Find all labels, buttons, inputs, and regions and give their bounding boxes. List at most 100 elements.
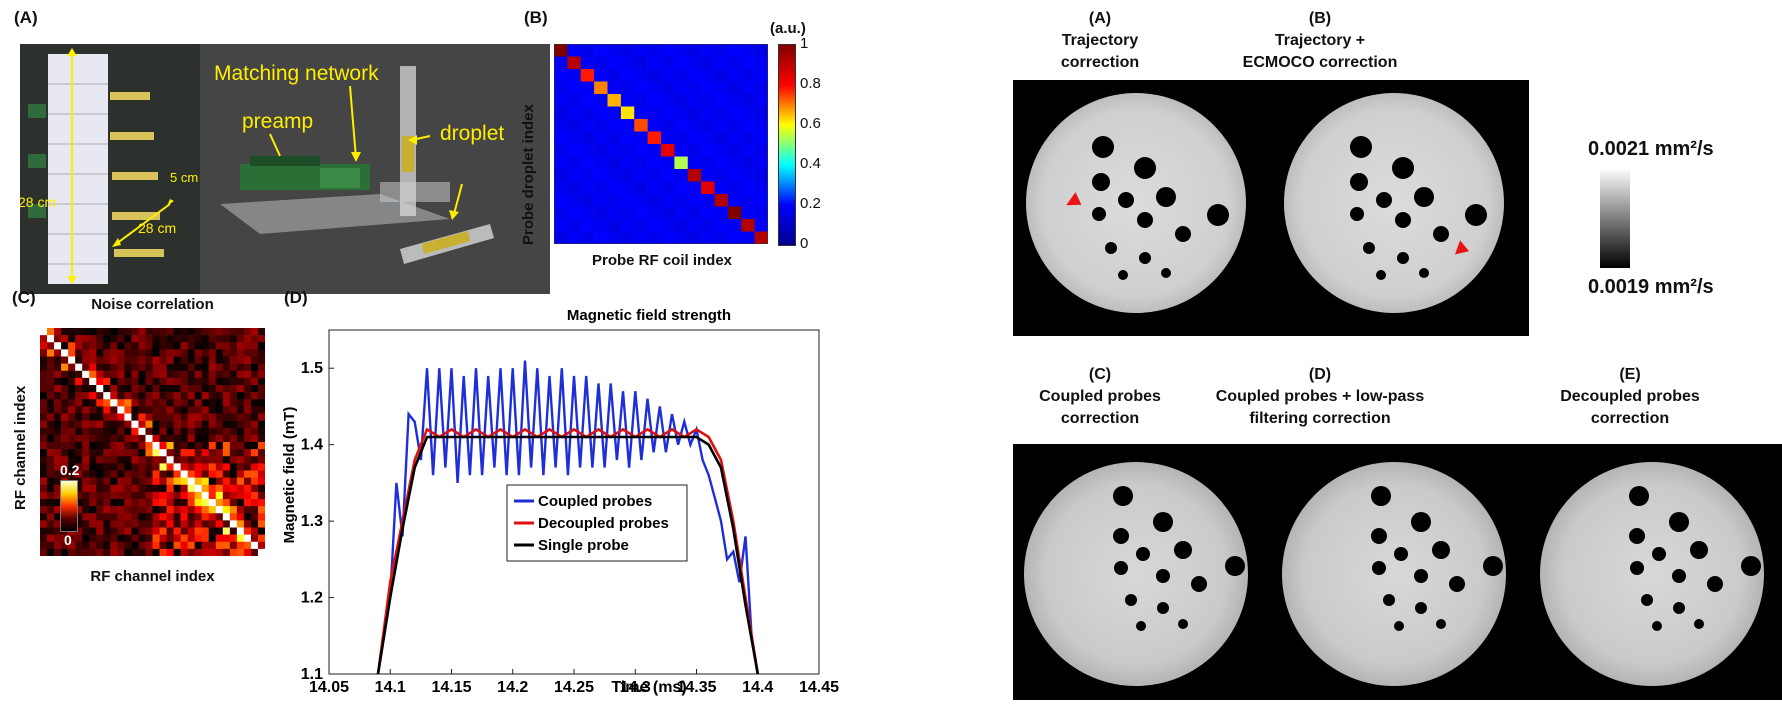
- heatmap-c-cell: [124, 463, 132, 471]
- heatmap-c-cell: [257, 370, 265, 379]
- heatmap-c-cell: [166, 335, 174, 343]
- heatmap-c-cell: [103, 513, 111, 521]
- heatmap-c-cell: [103, 356, 111, 364]
- heatmap-b-cell: [661, 194, 675, 207]
- heatmap-c-cell: [117, 463, 125, 471]
- heatmap-b-cell: [594, 106, 608, 120]
- heatmap-c-cell: [103, 534, 111, 543]
- heatmap-c-cell: [250, 548, 259, 556]
- heatmap-c-cell: [124, 442, 132, 450]
- phantom-photo: [20, 44, 200, 294]
- heatmap-b-cell: [674, 56, 689, 70]
- heatmap-c-cell: [236, 506, 245, 514]
- heatmap-c-cell: [40, 385, 48, 393]
- heatmap-b-cell: [567, 169, 582, 182]
- heatmap-c-cell: [208, 506, 217, 514]
- heatmap-c-cell: [159, 534, 167, 543]
- heatmap-c-cell: [124, 541, 132, 550]
- heatmap-c-cell: [222, 534, 231, 543]
- heatmap-c-cell: [82, 328, 90, 336]
- heatmap-c-cell: [47, 392, 55, 400]
- heatmap-c-cell: [89, 427, 97, 436]
- heatmap-c-cell: [131, 413, 139, 421]
- heatmap-b-cell: [714, 81, 729, 95]
- heatmap-b-diag-cell: [567, 56, 582, 70]
- heatmap-c-cell: [180, 442, 188, 450]
- heatmap-c-cell: [40, 377, 48, 386]
- heatmap-c-cell: [187, 349, 195, 357]
- heatmap-c-cell: [173, 427, 181, 436]
- heatmap-c-cell: [187, 370, 195, 379]
- heatmap-c-cell: [236, 434, 245, 443]
- heatmap-c-cell: [208, 413, 217, 421]
- heatmap-c-cell: [166, 377, 174, 386]
- heatmap-c-cell: [40, 434, 48, 443]
- heatmap-c-cell: [215, 335, 224, 343]
- heatmap-c-cell: [222, 463, 231, 471]
- heatmap-c-cell: [61, 449, 69, 457]
- heatmap-c-cell: [215, 349, 224, 357]
- heatmap-b-cell: [661, 81, 675, 95]
- heatmap-c-cell: [89, 349, 97, 357]
- heatmap-b-cell: [580, 219, 595, 232]
- heatmap-b-cell: [554, 106, 568, 120]
- heatmap-c-cell: [138, 541, 146, 550]
- heatmap-c-cell: [61, 427, 69, 436]
- heatmap-b-cell: [580, 231, 595, 244]
- heatmap-b-cell: [754, 169, 768, 182]
- heatmap-c-cell: [236, 449, 245, 457]
- heatmap-b-cell: [727, 44, 742, 57]
- heatmap-b-cell: [647, 231, 662, 244]
- heatmap-c-cell: [117, 434, 125, 443]
- heatmap-b-cell: [754, 94, 768, 107]
- heatmap-c-cell: [96, 335, 104, 343]
- heatmap-c-cell: [103, 427, 111, 436]
- heatmap-c-cell: [75, 434, 83, 443]
- mri-row-bottom: [1013, 444, 1782, 700]
- heatmap-c-cell: [61, 456, 69, 464]
- heatmap-c-cell: [75, 370, 83, 379]
- heatmap-c-cell: [103, 541, 111, 550]
- heatmap-c-cell: [152, 463, 160, 471]
- heatmap-c-cell: [103, 506, 111, 514]
- heatmap-c-cell: [208, 491, 217, 500]
- heatmap-b-cell: [687, 194, 702, 207]
- acrylic-base: [220, 194, 450, 234]
- heatmap-c-cell: [152, 470, 160, 478]
- heatmap-b-cell: [594, 94, 608, 107]
- heatmap-c-cell: [187, 420, 195, 429]
- heatmap-c-cell: [222, 363, 231, 372]
- heatmap-c-cell: [250, 499, 259, 507]
- heatmap-c-cell: [89, 406, 97, 414]
- mri-row-top: [1013, 80, 1529, 336]
- heatmap-c-cell: [187, 342, 195, 350]
- heatmap-c-cell: [89, 442, 97, 450]
- heatmap-b-cell: [567, 231, 582, 244]
- heatmap-c-cell: [236, 484, 245, 493]
- heatmap-c-cell: [54, 392, 62, 400]
- heatmap-c-cell: [173, 506, 181, 514]
- heatmap-c-cell: [96, 363, 104, 372]
- heatmap-c-cell: [131, 506, 139, 514]
- heatmap-c-cell: [215, 413, 224, 421]
- heatmap-b-cell: [634, 94, 648, 107]
- heatmap-b-cell: [554, 156, 568, 170]
- heatmap-b-diag-cell: [607, 94, 622, 107]
- heatmap-b-cell: [701, 206, 715, 220]
- heatmap-c-cell: [243, 392, 252, 400]
- heatmap-b-cell: [754, 131, 768, 145]
- heatmap-c-cell: [75, 456, 83, 464]
- phantom-grid: [48, 54, 108, 284]
- coupled-probes-line: [376, 360, 759, 675]
- heatmap-c-cell: [68, 541, 76, 550]
- heatmap-c-cell: [40, 520, 48, 528]
- heatmap-c-cell: [75, 527, 83, 535]
- heatmap-c-cell: [187, 413, 195, 421]
- heatmap-c-cell: [89, 477, 97, 486]
- heatmap-c-cell: [145, 506, 153, 514]
- image-e-caption: (E) Decoupled probes correction: [1530, 364, 1730, 430]
- heatmap-c-cell: [82, 477, 90, 486]
- heatmap-b-cell: [607, 156, 622, 170]
- heatmap-c-cell: [250, 463, 259, 471]
- heatmap-b-cell: [567, 106, 582, 120]
